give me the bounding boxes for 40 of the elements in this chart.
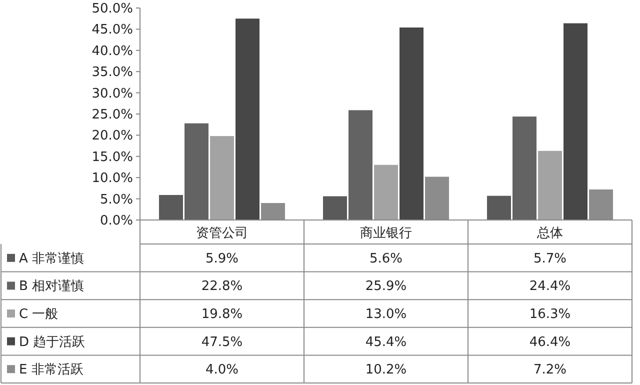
data-label: 16.3% [529,307,571,322]
data-label: 45.4% [365,334,407,350]
y-tick-label: 40.0% [92,44,133,59]
data-label: 46.4% [529,334,571,350]
data-label: 19.8% [201,307,243,322]
bar [210,136,234,220]
y-tick-label: 0.0% [100,214,133,228]
legend-label: B 相对谨慎 [19,279,84,294]
y-tick-label: 45.0% [92,22,133,38]
bar [400,28,424,220]
data-label: 47.5% [201,334,243,350]
legend-label: D 趋于活跃 [19,334,86,350]
x-tick-label: 总体 [536,226,563,241]
y-tick-label: 35.0% [92,65,133,80]
y-tick-label: 50.0% [92,2,133,16]
bar [538,150,562,220]
y-tick-label: 5.0% [100,192,133,208]
data-label: 13.0% [365,307,407,322]
y-tick-label: 25.0% [92,108,133,122]
data-label: 7.2% [533,362,567,378]
data-label: 5.9% [205,251,239,266]
y-tick-label: 20.0% [92,128,133,144]
data-label: 5.6% [369,251,403,266]
bar [374,164,398,220]
y-tick-label: 10.0% [92,171,133,186]
y-tick-label: 30.0% [92,86,133,102]
legend-label: A 非常谨慎 [19,251,84,266]
legend-label: C 一般 [19,307,58,322]
data-label: 25.9% [365,279,407,294]
data-label: 5.7% [533,251,567,266]
data-label: 4.0% [205,362,239,378]
legend-label: E 非常活跃 [19,362,84,378]
data-label: 10.2% [365,362,407,378]
bar [236,18,260,220]
bar [564,23,588,220]
x-tick-label: 商业银行 [360,226,412,241]
data-label: 24.4% [529,279,571,294]
data-label: 22.8% [201,279,243,294]
y-tick-label: 15.0% [92,150,133,165]
x-tick-label: 资管公司 [196,226,248,241]
